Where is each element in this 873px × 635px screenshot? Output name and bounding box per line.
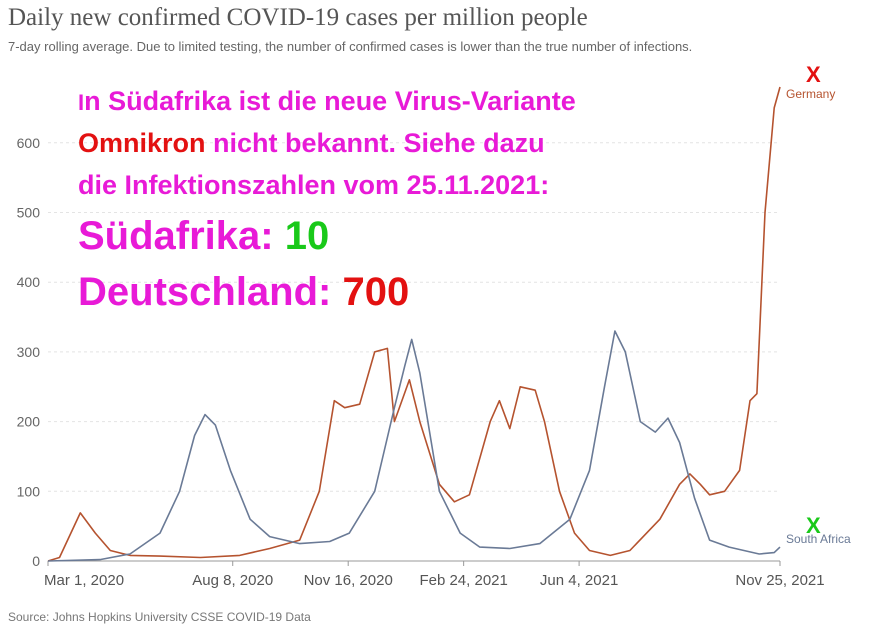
x-tick-label: Aug 8, 2020	[192, 572, 273, 589]
overlay-line-2: Omnikron nicht bekannt. Siehe dazu	[78, 128, 545, 159]
x-tick-label: Mar 1, 2020	[44, 572, 124, 589]
overlay-sa-label: Südafrika:	[78, 214, 285, 258]
x-tick-label: Nov 16, 2020	[304, 572, 393, 589]
y-tick-label: 300	[17, 344, 41, 360]
overlay-line-2-text: nicht bekannt. Siehe dazu	[205, 128, 545, 158]
y-tick-label: 200	[17, 414, 41, 430]
overlay-line-1: In Südafrika ist die neue Virus-Variante	[78, 86, 576, 117]
x-tick-label: Jun 4, 2021	[540, 572, 618, 589]
germany-x-mark: X	[806, 62, 821, 87]
y-tick-label: 500	[17, 205, 41, 221]
chart-title: Daily new confirmed COVID-19 cases per m…	[8, 4, 588, 31]
overlay-initial: I	[78, 90, 85, 115]
overlay-line-1-text: n Südafrika ist die neue Virus-Variante	[84, 86, 576, 116]
overlay-sa-value: 10	[284, 214, 330, 258]
x-tick-label: Nov 25, 2021	[735, 572, 824, 589]
series-line-germany	[47, 86, 781, 562]
south-africa-x-mark: X	[806, 513, 821, 538]
chart-subtitle: 7-day rolling average. Due to limited te…	[8, 39, 693, 54]
overlay-omikron: Omnikron	[78, 128, 206, 158]
overlay-de-label: Deutschland:	[78, 270, 343, 314]
overlay-line-3: die Infektionszahlen vom 25.11.2021:	[78, 170, 550, 200]
y-tick-label: 0	[32, 553, 40, 569]
y-tick-label: 100	[17, 483, 41, 499]
x-tick-label: Feb 24, 2021	[419, 572, 507, 589]
series-line-south-africa	[47, 330, 781, 562]
overlay-south-africa: Südafrika: 10	[78, 214, 329, 259]
y-tick-label: 400	[17, 274, 41, 290]
y-tick-label: 600	[17, 135, 41, 151]
overlay-de-value: 700	[342, 270, 410, 314]
legend-label: South Africa	[786, 532, 851, 546]
overlay-germany: Deutschland: 700	[78, 270, 409, 315]
legend-label: Germany	[786, 87, 835, 101]
source-note: Source: Johns Hopkins University CSSE CO…	[8, 610, 311, 624]
